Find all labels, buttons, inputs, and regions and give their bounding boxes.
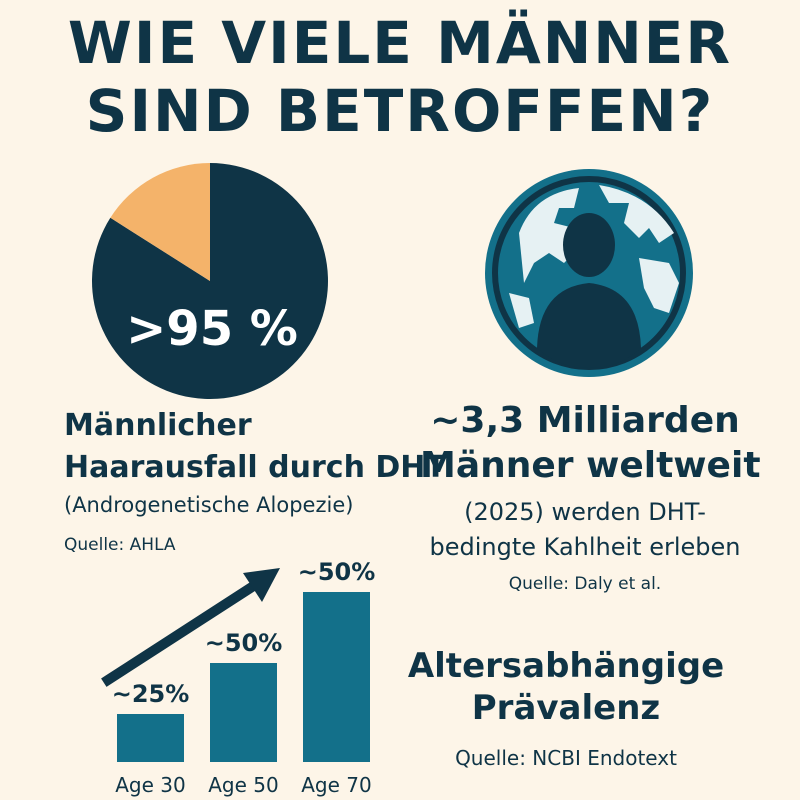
pie-slice-main bbox=[92, 163, 329, 399]
left-stat-source: Quelle: AHLA bbox=[64, 535, 176, 555]
age-section-line1: Altersabhängige bbox=[407, 646, 725, 686]
bar-value-label: ~50% bbox=[205, 629, 283, 657]
left-stat-line3: (Androgenetische Alopezie) bbox=[64, 493, 354, 517]
right-stat-line4: bedingte Kahlheit erleben bbox=[429, 533, 741, 561]
bar-category-label: Age 30 bbox=[115, 773, 186, 797]
trend-arrow-head-icon bbox=[243, 568, 280, 602]
bar-value-label: ~25% bbox=[112, 680, 190, 708]
page-title-line1: WIE VIELE MÄNNER bbox=[67, 9, 733, 77]
right-stat-line2: Männer weltweit bbox=[420, 445, 761, 486]
pie-slice-minor bbox=[110, 163, 210, 281]
globe-person-icon bbox=[485, 169, 693, 377]
right-stat-source: Quelle: Daly et al. bbox=[508, 574, 662, 594]
bar-value-label: ~50% bbox=[298, 558, 376, 586]
bar-age-30 bbox=[117, 714, 184, 762]
bar-age-50 bbox=[210, 663, 277, 762]
trend-arrow-icon bbox=[101, 578, 262, 687]
right-stat-line1: ~3,3 Milliarden bbox=[430, 400, 740, 441]
bar-category-label: Age 70 bbox=[301, 773, 372, 797]
age-section-source: Quelle: NCBI Endotext bbox=[455, 746, 677, 770]
pie-label: >95 % bbox=[126, 301, 298, 357]
bar-age-70 bbox=[303, 592, 370, 762]
page-title-line2: SIND BETROFFEN? bbox=[85, 77, 715, 145]
left-stat-line2: Haarausfall durch DHT bbox=[64, 450, 446, 485]
left-stat-line1: Männlicher bbox=[64, 408, 252, 443]
bar-category-label: Age 50 bbox=[208, 773, 279, 797]
age-section-line2: Prävalenz bbox=[471, 688, 661, 728]
right-stat-line3: (2025) werden DHT- bbox=[464, 498, 706, 526]
